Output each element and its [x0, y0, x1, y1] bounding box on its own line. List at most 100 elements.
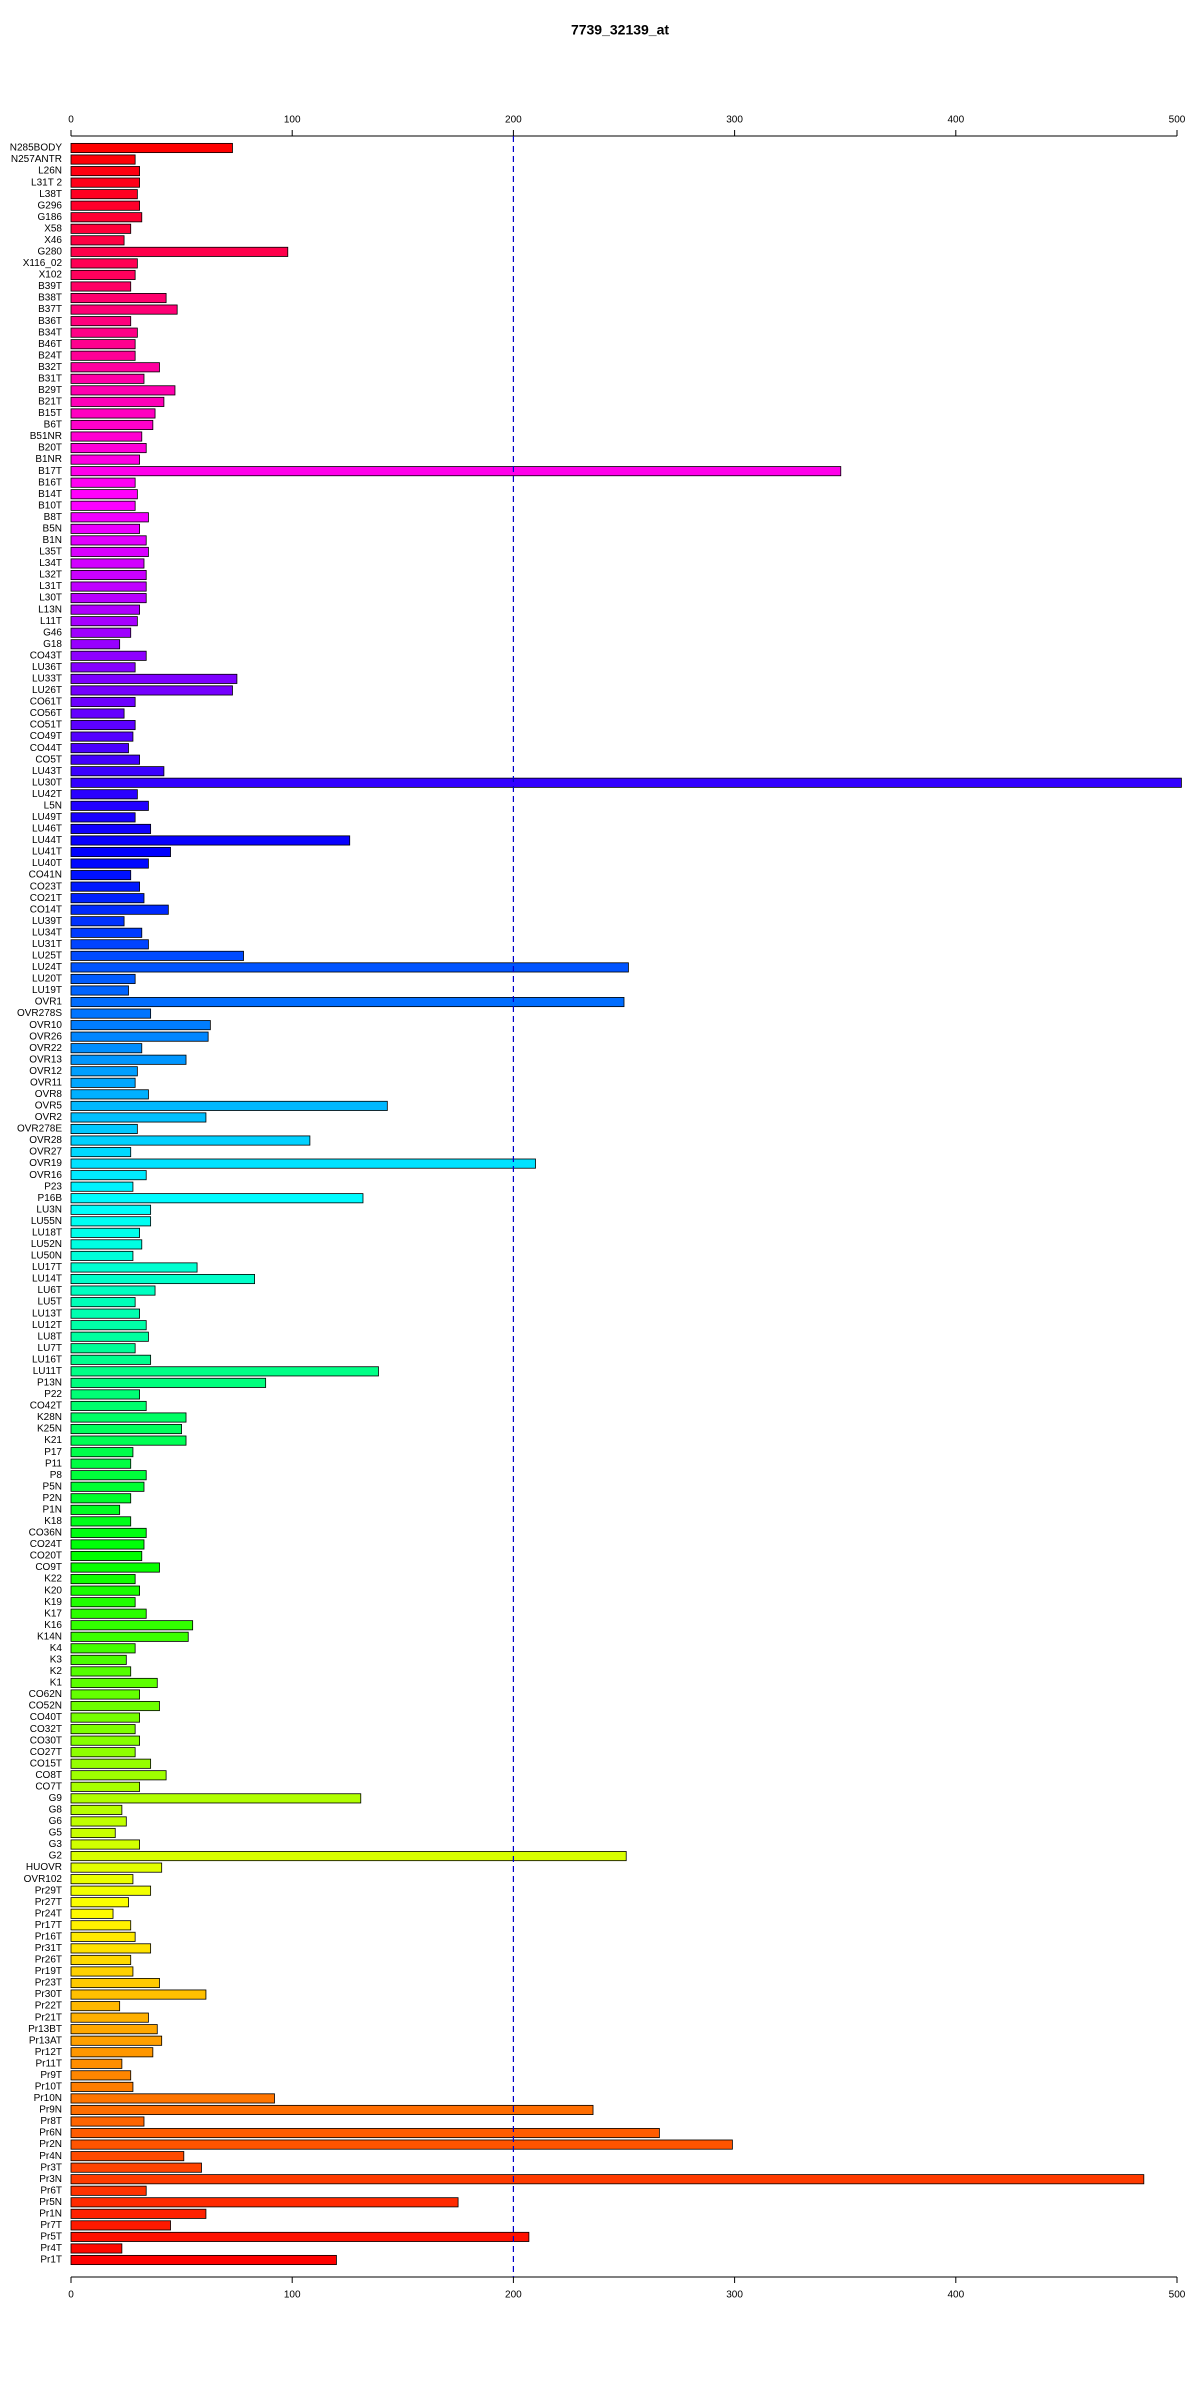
bar: [70, 235, 125, 246]
bar: [70, 466, 842, 477]
chart-title: 7739_32139_at: [571, 22, 669, 38]
y-tick-label: L31T 2: [31, 177, 62, 188]
bar: [70, 720, 136, 731]
y-tick-label: X116_02: [23, 258, 63, 269]
bar: [70, 189, 138, 200]
bar: [70, 1516, 132, 1527]
y-tick-label: K14N: [37, 1631, 62, 1642]
y-tick-label: Pr12T: [35, 2047, 62, 2058]
bar: [70, 893, 145, 904]
x-tick-label: 200: [505, 115, 522, 126]
y-tick-label: LU14T: [32, 1274, 62, 1285]
y-tick-label: LU5T: [38, 1297, 62, 1308]
bar: [70, 1066, 138, 1077]
y-tick-label: B21T: [38, 397, 62, 408]
y-tick-label: Pr22T: [35, 2001, 62, 2012]
y-tick-label: Pr10T: [35, 2082, 62, 2093]
bar: [70, 1181, 134, 1192]
y-tick-label: K17: [44, 1608, 62, 1619]
y-tick-label: HUOVR: [26, 1862, 62, 1873]
bar: [70, 1527, 147, 1538]
y-tick-label: OVR5: [35, 1101, 63, 1112]
y-tick-label: CO15T: [30, 1758, 62, 1769]
y-tick-label: B6T: [44, 420, 62, 431]
bar: [70, 1481, 145, 1492]
y-tick-label: L32T: [39, 570, 62, 581]
bar: [70, 754, 140, 765]
bar: [70, 535, 147, 546]
bar: [70, 1354, 152, 1365]
bar: [70, 1539, 145, 1550]
y-tick-label: Pr23T: [35, 1978, 62, 1989]
y-tick-label: K2: [50, 1666, 63, 1677]
x-tick-label: 500: [1169, 115, 1186, 126]
y-tick-label: Pr4N: [39, 2151, 62, 2162]
bar: [70, 1043, 143, 1054]
y-tick-label: CO5T: [35, 754, 62, 765]
bar: [70, 154, 136, 165]
bar: [70, 858, 149, 869]
y-tick-label: B36T: [38, 316, 62, 327]
bar: [70, 2012, 149, 2023]
y-tick-label: G2: [49, 1851, 63, 1862]
bar: [70, 927, 143, 938]
y-tick-label: LU25T: [32, 951, 62, 962]
y-tick-label: LU36T: [32, 662, 62, 673]
bar: [70, 766, 165, 777]
bar: [70, 835, 351, 846]
bar: [70, 2197, 459, 2208]
y-tick-label: OVR27: [29, 1147, 62, 1158]
y-tick-label: G9: [49, 1793, 63, 1804]
x-tick-label: 100: [284, 2290, 301, 2301]
bar: [70, 985, 129, 996]
y-tick-label: L30T: [39, 593, 62, 604]
x-tick-label: 0: [68, 2290, 74, 2301]
bar: [70, 789, 138, 800]
bar: [70, 950, 244, 961]
y-tick-label: N257ANTR: [11, 154, 62, 165]
y-tick-label: P22: [44, 1389, 62, 1400]
y-tick-label: OVR1: [35, 997, 63, 1008]
bar: [70, 1747, 136, 1758]
y-tick-label: K19: [44, 1597, 62, 1608]
y-tick-label: P2N: [43, 1493, 62, 1504]
y-tick-label: B38T: [38, 293, 62, 304]
y-tick-label: LU20T: [32, 974, 62, 985]
y-tick-label: B32T: [38, 362, 62, 373]
y-tick-label: Pr6N: [39, 2128, 62, 2139]
x-tick-label: 0: [68, 115, 74, 126]
bar: [70, 1470, 147, 1481]
bar: [70, 166, 140, 177]
bar: [70, 1851, 627, 1862]
y-tick-label: LU55N: [31, 1216, 62, 1227]
y-tick-label: OVR22: [29, 1043, 62, 1054]
bar: [70, 639, 121, 650]
y-tick-label: B8T: [44, 512, 62, 523]
y-tick-label: Pr21T: [35, 2012, 62, 2023]
bar: [70, 1320, 147, 1331]
bar: [70, 1643, 136, 1654]
bar: [70, 1735, 140, 1746]
bar: [70, 1839, 140, 1850]
bar: [70, 1020, 211, 1031]
bar: [70, 293, 167, 304]
bar: [70, 1677, 158, 1688]
bar: [70, 1597, 136, 1608]
y-tick-label: Pr13BT: [28, 2024, 62, 2035]
bar: [70, 1250, 134, 1261]
y-tick-label: CO24T: [30, 1539, 62, 1550]
x-tick-label: 300: [726, 115, 743, 126]
y-tick-label: Pr13AT: [29, 2035, 62, 2046]
y-tick-label: CO43T: [30, 650, 62, 661]
bar: [70, 1343, 136, 1354]
bar: [70, 743, 129, 754]
y-tick-label: OVR28: [29, 1135, 62, 1146]
y-tick-label: OVR12: [29, 1066, 62, 1077]
bar: [70, 1204, 152, 1215]
bar: [70, 1424, 182, 1435]
bar: [70, 1308, 140, 1319]
y-tick-label: LU24T: [32, 962, 62, 973]
bar: [70, 408, 156, 419]
y-tick-label: Pr11T: [36, 2058, 63, 2069]
